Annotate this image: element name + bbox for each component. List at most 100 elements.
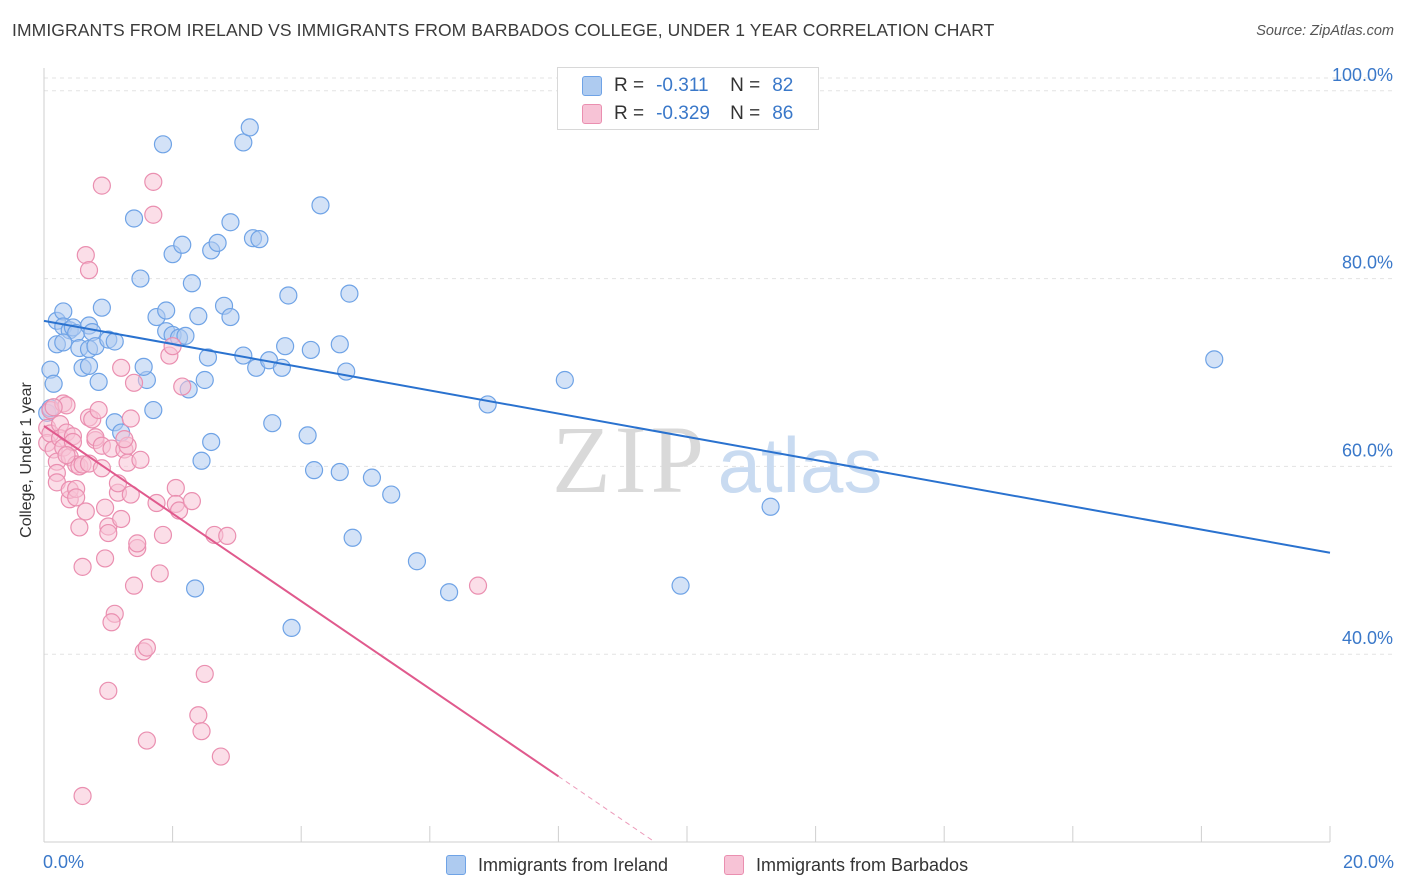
data-point (150, 564, 169, 583)
data-point (202, 432, 221, 452)
data-point (263, 414, 282, 433)
data-point (70, 518, 89, 537)
chart-title: IMMIGRANTS FROM IRELAND VS IMMIGRANTS FR… (12, 20, 995, 40)
legend-label-ireland: Immigrants from Ireland (478, 854, 669, 875)
n-value: 86 (772, 103, 794, 124)
data-point (92, 459, 111, 478)
data-point (189, 706, 208, 725)
data-point (44, 398, 63, 417)
data-point (99, 681, 118, 700)
y-tick-label: 100.0% (1332, 65, 1393, 85)
data-point (382, 485, 401, 504)
data-point (134, 357, 153, 376)
source-label: Source: ZipAtlas.com (1256, 23, 1394, 39)
data-point (124, 373, 144, 392)
watermark-zip: ZIP (552, 406, 708, 513)
data-point (128, 534, 147, 553)
y-tick-label: 40.0% (1342, 628, 1393, 648)
data-point (182, 492, 201, 511)
data-point (76, 502, 95, 521)
y-tick-label: 60.0% (1342, 440, 1393, 460)
r-label: R = (614, 103, 645, 124)
data-point (234, 133, 253, 152)
data-point (218, 526, 237, 545)
barbados-legend-swatch (724, 855, 744, 875)
data-point (67, 488, 86, 507)
data-point (76, 246, 95, 265)
x-tick-max: 20.0% (1342, 852, 1394, 872)
data-point (144, 400, 163, 420)
stats-legend: R = -0.311 N = 82 R = -0.329 N = 86 (557, 67, 819, 130)
data-point (761, 497, 780, 516)
data-point (124, 576, 144, 595)
data-point (73, 557, 92, 576)
data-point (95, 549, 115, 568)
data-point (99, 523, 118, 543)
r-value: -0.311 (656, 75, 709, 96)
series-points-0 (38, 118, 1224, 638)
data-point (298, 426, 317, 445)
data-point (340, 284, 359, 303)
stats-row-barbados: R = -0.329 N = 86 (582, 102, 793, 126)
barbados-swatch (582, 104, 602, 124)
data-point (115, 430, 134, 449)
legend-label-barbados: Immigrants from Barbados (756, 854, 969, 875)
data-point (89, 372, 108, 391)
data-point (173, 377, 192, 396)
data-point (131, 269, 150, 288)
trend-line-extension-1 (558, 775, 656, 843)
series-legend: Immigrants from Ireland Immigrants from … (0, 852, 1406, 878)
x-tick-min: 0.0% (43, 852, 85, 872)
data-point (240, 118, 259, 137)
data-point (1205, 350, 1224, 369)
watermark: ZIP atlas (552, 406, 882, 513)
data-point (468, 576, 488, 595)
data-point (144, 172, 163, 191)
data-point (282, 618, 301, 638)
stats-row-ireland: R = -0.311 N = 82 (582, 74, 793, 98)
watermark-atlas: atlas (718, 421, 883, 509)
data-point (137, 638, 156, 657)
data-point (166, 478, 185, 498)
data-point (131, 450, 150, 469)
data-point (208, 233, 227, 253)
data-point (102, 613, 121, 632)
legend-item-ireland[interactable]: Immigrants from Ireland (446, 852, 668, 878)
trend-line-0 (43, 319, 1331, 554)
data-point (54, 333, 73, 352)
data-point (176, 326, 195, 345)
data-point (121, 409, 140, 428)
data-point (301, 340, 320, 360)
data-point (195, 370, 214, 390)
data-point (124, 209, 144, 228)
data-point (330, 335, 349, 354)
data-point (671, 576, 690, 595)
data-point (311, 196, 330, 215)
data-point (407, 552, 427, 571)
n-label: N = (730, 75, 761, 96)
data-point (44, 374, 63, 393)
data-point (330, 462, 349, 482)
data-point (250, 230, 269, 249)
trend-lines (43, 319, 1331, 843)
data-point (192, 722, 211, 741)
data-point (144, 205, 163, 224)
data-point (57, 446, 76, 465)
data-point (173, 235, 192, 254)
data-point (304, 461, 324, 480)
data-point (163, 337, 182, 356)
data-point (112, 358, 131, 377)
data-point (195, 664, 214, 684)
r-value: -0.329 (656, 103, 710, 124)
y-axis-label: College, Under 1 year (18, 382, 35, 538)
data-point (92, 298, 111, 317)
legend-item-barbados[interactable]: Immigrants from Barbados (724, 852, 968, 878)
data-point (343, 528, 362, 547)
y-tick-labels: 40.0% 60.0% 80.0% 100.0% (1332, 65, 1393, 648)
data-point (439, 583, 459, 602)
y-tick-label: 80.0% (1342, 253, 1393, 273)
data-point (192, 451, 211, 470)
data-point (79, 261, 99, 280)
data-point (95, 498, 115, 517)
